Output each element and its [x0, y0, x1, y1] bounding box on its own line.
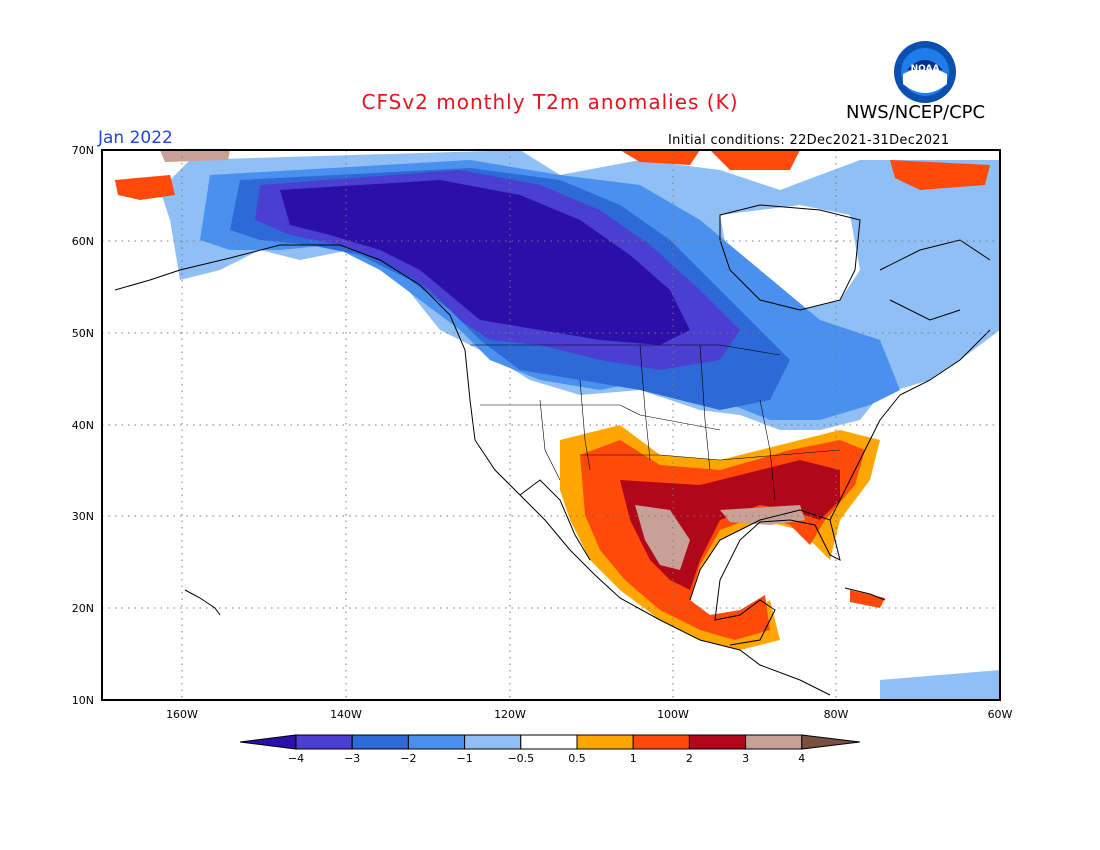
lon-label-100w: 100W [657, 708, 689, 721]
lat-labels: 70N 60N 50N 40N 30N 20N 10N [72, 144, 94, 707]
lat-label-40: 40N [72, 419, 94, 432]
lat-label-30: 30N [72, 510, 94, 523]
lon-label-120w: 120W [494, 708, 526, 721]
lat-label-10: 10N [72, 694, 94, 707]
colorbar-segment [295, 734, 353, 750]
anomaly-below-minus-4-zone [280, 180, 690, 345]
colorbar-arrow-low [239, 734, 297, 750]
forecast-month: Jan 2022 [98, 128, 173, 148]
colorbar: −4 −3 −2 −1 −0.5 0.5 1 2 3 4 [239, 734, 860, 765]
colorbar-segment [688, 734, 747, 750]
colorbar-label: 4 [798, 752, 805, 765]
colorbar-label: −0.5 [507, 752, 534, 765]
lat-label-60: 60N [72, 235, 94, 248]
colorbar-segment [407, 734, 466, 750]
lat-label-20: 20N [72, 602, 94, 615]
colorbar-label: 3 [742, 752, 749, 765]
lon-label-60w: 60W [988, 708, 1013, 721]
map-title: CFSv2 monthly T2m anomalies (K) [361, 90, 739, 114]
colorbar-label: −4 [288, 752, 304, 765]
coastlines [114, 204, 991, 696]
agency-label: NWS/NCEP/CPC [846, 102, 986, 123]
colorbar-segment [351, 734, 409, 750]
logo-text: NOAA [911, 64, 940, 74]
lat-label-70: 70N [72, 144, 94, 157]
lat-label-50: 50N [72, 327, 94, 340]
lon-label-160w: 160W [166, 708, 198, 721]
lon-label-140w: 140W [330, 708, 362, 721]
map-frame [101, 149, 1001, 701]
initial-conditions: Initial conditions: 22Dec2021-31Dec2021 [668, 133, 950, 148]
political-boundaries [470, 344, 841, 501]
noaa-logo: NOAA [893, 40, 957, 104]
colorbar-label: −3 [344, 752, 360, 765]
colorbar-label: 1 [630, 752, 637, 765]
colorbar-label: 0.5 [568, 752, 586, 765]
grid-lines [102, 150, 1000, 700]
colorbar-segment [464, 734, 522, 750]
colorbar-segment [745, 734, 803, 750]
lon-labels: 160W 140W 120W 100W 80W 60W [166, 708, 1012, 721]
colorbar-label: 2 [686, 752, 693, 765]
colorbar-segment [520, 734, 578, 750]
colorbar-label: −2 [400, 752, 416, 765]
anomaly-field [114, 150, 1000, 700]
colorbar-segment [576, 734, 634, 750]
colorbar-segment [632, 734, 690, 750]
logo-bird-shape [903, 68, 947, 93]
colorbar-label: −1 [456, 752, 472, 765]
colorbar-arrow-high [801, 734, 860, 750]
lon-label-80w: 80W [824, 708, 849, 721]
